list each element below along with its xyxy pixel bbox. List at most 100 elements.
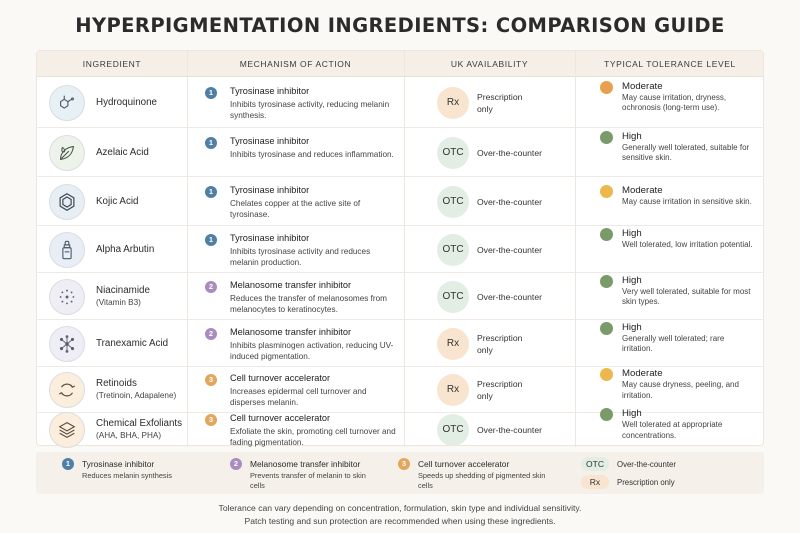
header-ingredient: INGREDIENT bbox=[82, 59, 142, 69]
table-row: Tranexamic Acid 2 Melanosome transfer in… bbox=[37, 320, 763, 367]
mechanism-description: Inhibits tyrosinase activity, reducing m… bbox=[230, 99, 390, 120]
legend-num-2: 2 bbox=[230, 458, 242, 470]
availability-text: Over-the-counter bbox=[477, 291, 542, 302]
mechanism-title: Tyrosinase inhibitor bbox=[230, 85, 310, 96]
ingredient-name: Tranexamic Acid bbox=[96, 338, 186, 350]
tolerance-level: High bbox=[622, 408, 642, 420]
tolerance-dot bbox=[600, 185, 613, 198]
availability-text: Prescription only bbox=[477, 332, 523, 355]
mechanism-number: 1 bbox=[205, 86, 217, 99]
mechanism-title: Tyrosinase inhibitor bbox=[230, 184, 310, 195]
ingredient-name-text: Kojic Acid bbox=[96, 195, 139, 207]
legend: 1 Tyrosinase inhibitor Reduces melanin s… bbox=[36, 452, 764, 494]
tolerance-description: Very well tolerated, suitable for most s… bbox=[622, 286, 751, 307]
table-row: Alpha Arbutin 1 Tyrosinase inhibitor Inh… bbox=[37, 226, 763, 273]
tolerance-description: May cause irritation, dryness, ochronosi… bbox=[622, 92, 727, 113]
ingredient-name-text: Niacinamide bbox=[96, 284, 150, 296]
column-divider bbox=[404, 51, 405, 447]
tolerance-description: May cause irritation in sensitive skin. bbox=[622, 197, 752, 206]
mechanism-number: 1 bbox=[205, 233, 217, 246]
tolerance-description: Well tolerated at appropriate concentrat… bbox=[622, 420, 723, 440]
tolerance-description: Generally well tolerated; rare irritatio… bbox=[622, 333, 725, 354]
table-row: Hydroquinone 1 Tyrosinase inhibitor Inhi… bbox=[37, 77, 763, 128]
mechanism-description: Inhibits tyrosinase activity and reduces… bbox=[230, 246, 371, 267]
page-title: HYPERPIGMENTATION INGREDIENTS: COMPARISO… bbox=[75, 14, 725, 37]
mechanism-number: 1 bbox=[205, 185, 217, 198]
mechanism-number: 3 bbox=[205, 414, 217, 426]
tolerance-dot bbox=[600, 80, 613, 94]
availability-badge: OTC bbox=[437, 233, 469, 266]
ingredient-name-text: Tranexamic Acid bbox=[96, 337, 169, 349]
ingredient-name-text: Hydroquinone bbox=[96, 96, 158, 108]
mechanism-title: Tyrosinase inhibitor bbox=[230, 232, 310, 243]
mechanism-number: 2 bbox=[205, 327, 217, 340]
mechanism-description: Inhibits plasminogen activation, reducin… bbox=[230, 340, 394, 361]
ingredient-name-text: Alpha Arbutin bbox=[96, 243, 155, 255]
table-row: Retinoids (Tretinoin, Adapalene) 3 Cell … bbox=[37, 367, 763, 413]
legend-title-3: Cell turnover accelerator bbox=[418, 459, 510, 469]
column-divider bbox=[187, 51, 188, 447]
mechanism-title: Cell turnover accelerator bbox=[230, 373, 331, 383]
ingredient-subname: (Vitamin B3) bbox=[96, 297, 141, 307]
ingredient-name: Hydroquinone bbox=[96, 97, 186, 109]
mechanism-description: Chelates copper at the active site of ty… bbox=[230, 198, 361, 219]
ingredient-name: Retinoids (Tretinoin, Adapalene) bbox=[96, 378, 186, 402]
footer-line-2: Patch testing and sun protection are rec… bbox=[244, 515, 556, 526]
legend-rx-badge: Rx bbox=[581, 475, 609, 489]
mechanism-description: Increases epidermal cell turnover and di… bbox=[230, 387, 367, 407]
mechanism-number: 2 bbox=[205, 280, 217, 293]
mechanism-number: 1 bbox=[205, 136, 217, 149]
availability-text: Over-the-counter bbox=[477, 425, 542, 435]
availability-badge: Rx bbox=[437, 327, 469, 360]
legend-desc-2: Prevents transfer of melanin to skin cel… bbox=[250, 471, 366, 490]
availability-badge: OTC bbox=[437, 185, 469, 218]
header-mechanism: MECHANISM OF ACTION bbox=[239, 59, 352, 69]
ingredient-name: Alpha Arbutin bbox=[96, 244, 186, 256]
availability-badge: Rx bbox=[437, 374, 469, 406]
header-tolerance: TYPICAL TOLERANCE LEVEL bbox=[604, 59, 736, 69]
legend-num-1: 1 bbox=[62, 458, 74, 470]
tolerance-dot bbox=[600, 321, 613, 335]
mechanism-title: Tyrosinase inhibitor bbox=[230, 135, 310, 146]
footer-line-1: Tolerance can vary depending on concentr… bbox=[218, 503, 582, 513]
column-divider bbox=[575, 51, 576, 447]
ingredient-icon-cycle-arrows-icon bbox=[49, 372, 85, 408]
mechanism-description: Inhibits tyrosinase and reduces inflamma… bbox=[230, 149, 394, 159]
tolerance-dot bbox=[600, 227, 613, 241]
table-row: Niacinamide (Vitamin B3) 2 Melanosome tr… bbox=[37, 273, 763, 320]
mechanism-number: 3 bbox=[205, 374, 217, 386]
availability-badge: OTC bbox=[437, 414, 469, 446]
tolerance-description: May cause dryness, peeling, and irritati… bbox=[622, 380, 739, 400]
availability-text: Over-the-counter bbox=[477, 244, 542, 255]
table-row: Kojic Acid 1 Tyrosinase inhibitor Chelat… bbox=[37, 177, 763, 226]
tolerance-level: High bbox=[622, 274, 642, 286]
tolerance-level: Moderate bbox=[622, 368, 663, 380]
legend-title-2: Melanosome transfer inhibitor bbox=[250, 459, 361, 469]
ingredient-name: Azelaic Acid bbox=[96, 147, 186, 159]
tolerance-level: Moderate bbox=[622, 185, 663, 196]
ingredient-icon-leaf-icon bbox=[49, 134, 85, 171]
legend-otc-badge: OTC bbox=[581, 457, 609, 471]
header-availability: UK AVAILABILITY bbox=[450, 59, 529, 69]
ingredient-icon-dots-network-icon bbox=[49, 278, 85, 315]
availability-text: Over-the-counter bbox=[477, 196, 542, 207]
ingredient-icon-molecule-icon bbox=[49, 84, 85, 121]
table-row: Azelaic Acid 1 Tyrosinase inhibitor Inhi… bbox=[37, 128, 763, 177]
legend-rx-text: Prescription only bbox=[617, 478, 675, 487]
availability-text: Over-the-counter bbox=[477, 147, 542, 158]
tolerance-level: Moderate bbox=[622, 80, 663, 92]
ingredient-name: Niacinamide (Vitamin B3) bbox=[96, 285, 186, 309]
footer-note: Tolerance can vary depending on concentr… bbox=[0, 502, 800, 527]
mechanism-description: Reduces the transfer of melanosomes from… bbox=[230, 293, 387, 314]
availability-badge: OTC bbox=[437, 280, 469, 313]
tolerance-level: High bbox=[622, 321, 642, 333]
table-row: Chemical Exfoliants (AHA, BHA, PHA) 3 Ce… bbox=[37, 408, 763, 448]
tolerance-description: Well tolerated, low irritation potential… bbox=[622, 239, 753, 249]
availability-badge: OTC bbox=[437, 136, 469, 169]
ingredient-name: Kojic Acid bbox=[96, 196, 186, 208]
ingredient-name: Chemical Exfoliants (AHA, BHA, PHA) bbox=[96, 418, 186, 442]
legend-num-3: 3 bbox=[398, 458, 410, 470]
mechanism-title: Cell turnover accelerator bbox=[230, 413, 331, 423]
ingredient-icon-layers-icon bbox=[49, 412, 85, 448]
legend-title-1: Tyrosinase inhibitor bbox=[82, 459, 155, 469]
